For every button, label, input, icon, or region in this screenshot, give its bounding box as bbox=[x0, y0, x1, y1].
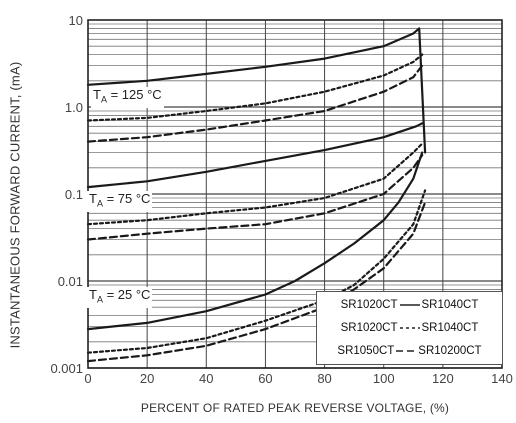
legend-label-b: SR1040CT bbox=[421, 322, 479, 334]
legend-entry-solid: SR1020CT SR1040CT bbox=[317, 294, 502, 316]
legend-label-a: SR1050CT bbox=[337, 345, 395, 357]
x-tick-label: 120 bbox=[432, 371, 454, 386]
series-line-dashed bbox=[86, 64, 424, 143]
x-tick-label: 80 bbox=[317, 371, 331, 386]
series-line-solid bbox=[86, 151, 424, 331]
x-tick-label: 140 bbox=[491, 371, 513, 386]
y-axis-label-wrap: INSTANTANEOUS FORWARD CURRENT, (mA) bbox=[0, 20, 30, 390]
y-tick-label: 0.1 bbox=[65, 187, 83, 202]
series-line-solid bbox=[86, 122, 424, 189]
y-axis-label: INSTANTANEOUS FORWARD CURRENT, (mA) bbox=[7, 61, 23, 349]
series-layer bbox=[86, 27, 427, 363]
legend-swatch-dashed bbox=[396, 350, 417, 352]
x-axis-label: PERCENT OF RATED PEAK REVERSE VOLTAGE, (… bbox=[140, 401, 450, 415]
legend-swatch-solid bbox=[399, 304, 420, 306]
legend-label-b: SR1040CT bbox=[421, 299, 479, 311]
y-tick-label: 0.001 bbox=[50, 361, 83, 376]
y-tick-label: 1.0 bbox=[65, 100, 83, 115]
x-tick-label: 100 bbox=[373, 371, 395, 386]
x-tick-label: 60 bbox=[258, 371, 272, 386]
temperature-label-75: TA = 75 °C bbox=[87, 191, 153, 212]
x-tick-label: 0 bbox=[84, 371, 91, 386]
series-line-dotted bbox=[86, 142, 424, 226]
legend-swatch-dotted bbox=[399, 327, 420, 329]
tick-layer: 0 20 40 60 80 100 120 140 0.001 0.01 0.1 1.0 10 bbox=[50, 13, 512, 386]
legend-entry-dashed: SR1050CT SR10200CT bbox=[317, 340, 502, 362]
temperature-label-25: TA = 25 °C bbox=[87, 287, 153, 308]
legend-label-a: SR1020CT bbox=[340, 299, 398, 311]
x-tick-label: 40 bbox=[199, 371, 213, 386]
temperature-label-125: TA = 125 °C bbox=[91, 87, 164, 108]
legend: SR1020CT SR1040CT SR1020CT SR1040CT SR10… bbox=[316, 291, 503, 365]
y-tick-label: 0.01 bbox=[58, 274, 83, 289]
legend-entry-dotted: SR1020CT SR1040CT bbox=[317, 317, 502, 339]
series-line-solid bbox=[86, 27, 427, 154]
series-line-dotted bbox=[86, 53, 424, 122]
legend-label-a: SR1020CT bbox=[340, 322, 398, 334]
series-line-dashed bbox=[86, 154, 424, 241]
x-tick-label: 20 bbox=[140, 371, 154, 386]
legend-label-b: SR10200CT bbox=[418, 345, 482, 357]
grid-layer bbox=[88, 20, 502, 369]
y-tick-label: 10 bbox=[69, 13, 83, 28]
